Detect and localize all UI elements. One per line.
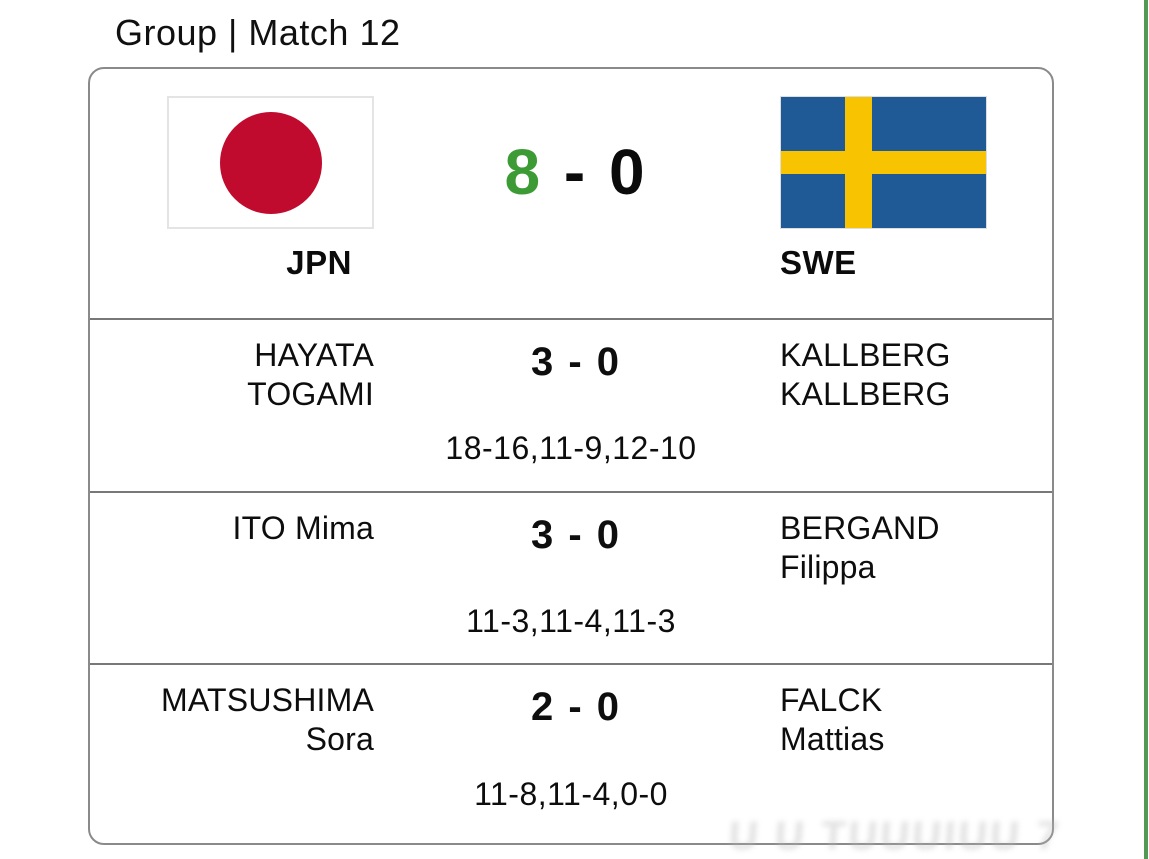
match-2-set-scores: 11-3,11-4,11-3 <box>466 602 676 639</box>
total-score-separator: - <box>563 136 589 208</box>
match-card[interactable]: JPN 8 - 0 SWE HAYATA TOGAMI 3 - 0 KALLBE… <box>88 67 1054 845</box>
sweden-flag <box>780 96 987 229</box>
match-row-2: ITO Mima 3 - 0 BERGAND Filippa 11-3,11-4… <box>90 490 1052 664</box>
match-1-home-player: HAYATA TOGAMI <box>247 337 374 413</box>
match-1-score: 3 - 0 <box>530 340 622 385</box>
match-1-set-scores: 18-16,11-9,12-10 <box>445 430 697 467</box>
match-header: JPN 8 - 0 SWE <box>90 69 1052 318</box>
match-2-away-player: BERGAND Filippa <box>780 509 940 585</box>
total-score-column: 8 - 0 <box>374 96 778 318</box>
total-score-away-value: 0 <box>608 136 648 208</box>
total-score: 8 - 0 <box>374 135 778 209</box>
home-team-code: JPN <box>286 244 352 281</box>
match-2-score: 3 - 0 <box>530 512 622 557</box>
match-row-3: MATSUSHIMA Sora 2 - 0 FALCK Mattias 11-8… <box>90 663 1052 843</box>
japan-flag <box>167 96 374 229</box>
away-team-column: SWE <box>778 96 1052 318</box>
match-row-1: HAYATA TOGAMI 3 - 0 KALLBERG KALLBERG 18… <box>90 318 1052 491</box>
total-score-home: 8 <box>504 136 544 208</box>
match-3-score: 2 - 0 <box>530 685 622 730</box>
page-title: Group | Match 12 <box>115 12 401 53</box>
match-3-set-scores: 11-8,11-4,0-0 <box>474 775 668 812</box>
match-1-away-player: KALLBERG KALLBERG <box>780 337 951 413</box>
match-3-home-player: MATSUSHIMA Sora <box>161 682 374 758</box>
home-team-column: JPN <box>90 96 374 318</box>
away-team-code: SWE <box>780 244 857 281</box>
right-edge-stripe <box>1144 0 1148 859</box>
sweden-flag-cross-horizontal <box>781 150 986 174</box>
match-2-home-player: ITO Mima <box>232 509 374 546</box>
japan-flag-disc <box>219 111 322 214</box>
match-3-away-player: FALCK Mattias <box>780 682 885 758</box>
